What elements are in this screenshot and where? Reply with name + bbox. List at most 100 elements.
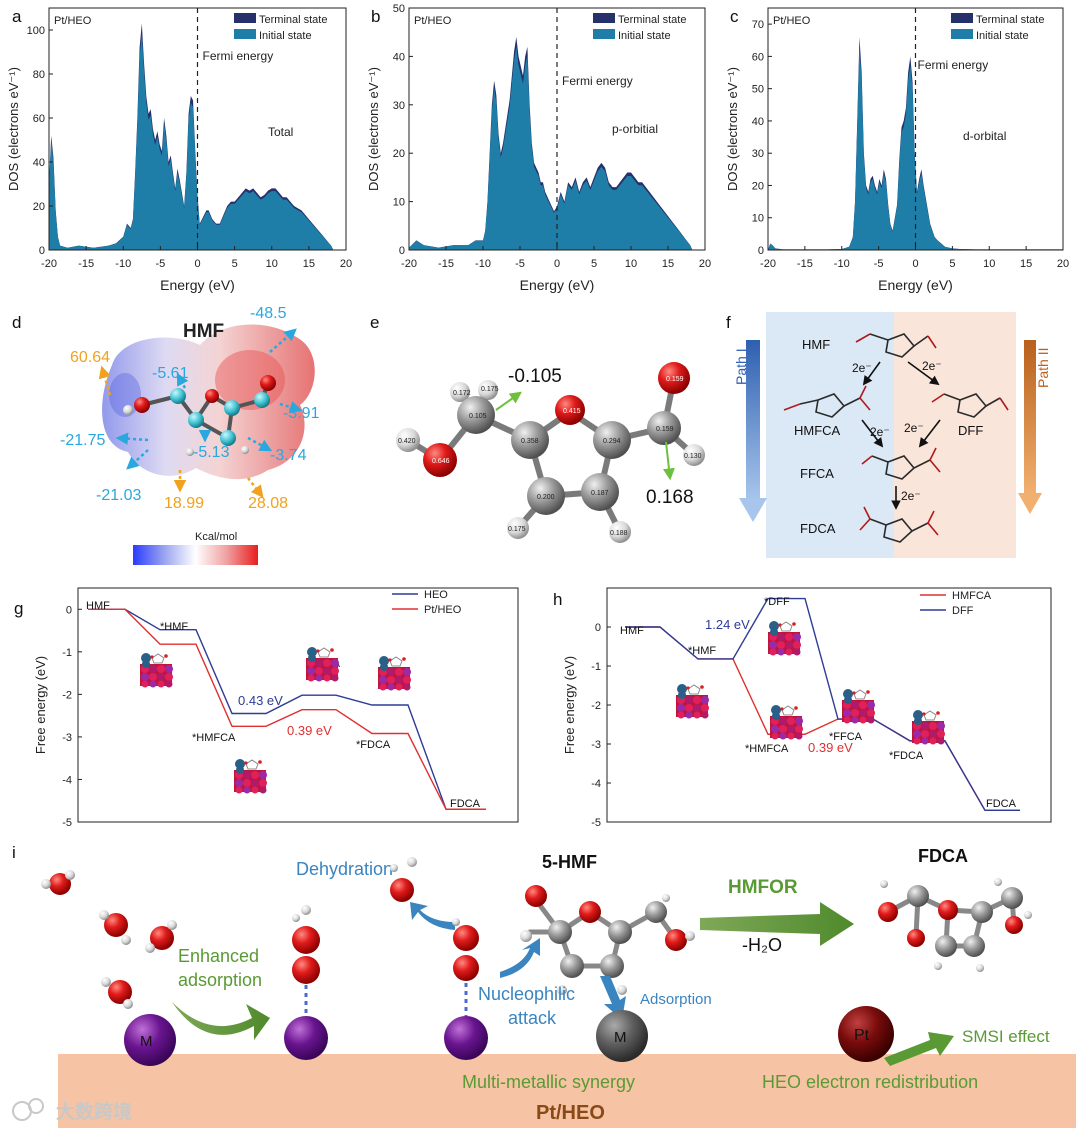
- panel-label-e: e: [370, 313, 379, 332]
- dos-initial-area: [409, 46, 693, 250]
- y-tick-label: 60: [752, 51, 764, 63]
- y-tick-label: 20: [33, 201, 45, 213]
- y-tick-label: 10: [393, 197, 405, 209]
- esp-value: 60.64: [70, 349, 110, 366]
- state-label: *FDCA: [356, 739, 391, 751]
- adsorption-label: adsorption: [178, 970, 262, 990]
- legend-terminal-swatch: [234, 13, 256, 23]
- attack-label: attack: [508, 1008, 557, 1028]
- charge-label: 0.130: [684, 453, 702, 460]
- y-axis-label: Free energy (eV): [33, 656, 48, 754]
- y-tick-label: -1: [591, 661, 601, 673]
- charge-callout: 0.168: [646, 487, 694, 508]
- x-tick-label: 0: [194, 258, 200, 270]
- panel-label-h: h: [553, 590, 562, 609]
- state-label: *DFF: [764, 596, 790, 608]
- energy-profile-line: [625, 597, 1020, 811]
- esp-molecule: [123, 375, 276, 456]
- catalyst-slab-icon: [139, 652, 174, 688]
- x-axis-label: Energy (eV): [878, 277, 953, 293]
- dos-panel-total: -20 -15 -10 -5 0 5 10 15 20 0 20 40 60 80 100 Energy (e…: [6, 7, 352, 293]
- support-slab: [58, 1054, 1076, 1128]
- charge-label: 0.159: [666, 376, 684, 383]
- x-tick-label: 0: [554, 258, 560, 270]
- y-tick-label: 40: [393, 51, 405, 63]
- y-tick-label: 0: [66, 604, 72, 616]
- y-tick-label: 30: [752, 148, 764, 160]
- y-tick-label: 0: [758, 245, 764, 257]
- x-tick-label: -20: [401, 258, 417, 270]
- support-label: Pt/HEO: [536, 1102, 605, 1124]
- y-tick-label: 0: [39, 245, 45, 257]
- panel-label-g: g: [14, 599, 23, 618]
- y-tick-label: -4: [62, 774, 72, 786]
- esp-unit: Kcal/mol: [195, 531, 237, 543]
- sample-label: Pt/HEO: [54, 15, 92, 27]
- esp-value: 28.08: [248, 495, 288, 512]
- x-tick-label: -5: [874, 258, 884, 270]
- legend-terminal-label: Terminal state: [618, 14, 686, 26]
- panel-label-f: f: [726, 313, 731, 332]
- species-label: HMFCA: [794, 423, 841, 438]
- barrier-label: 0.39 eV: [287, 723, 332, 738]
- fermi-label: Fermi energy: [918, 58, 989, 72]
- charge-callout: -0.105: [508, 366, 562, 387]
- dos-panel-p-orbital: -20 -15 -10 -5 0 5 10 15 20 0 10 20 30 40 50 Energy (eV…: [366, 3, 711, 293]
- path-2-label: Path II: [1035, 348, 1051, 388]
- y-tick-label: -4: [591, 778, 601, 790]
- x-tick-label: -15: [78, 258, 94, 270]
- sample-label: Pt/HEO: [773, 15, 811, 27]
- x-tick-label: 15: [303, 258, 315, 270]
- charge-label: 0.175: [508, 526, 526, 533]
- charge-label: 0.187: [591, 490, 609, 497]
- y-tick-label: 10: [752, 213, 764, 225]
- state-label: HMF: [86, 600, 110, 612]
- x-tick-label: -15: [438, 258, 454, 270]
- orbital-annotation: d-orbital: [963, 129, 1006, 143]
- charge-label: 0.175: [481, 386, 499, 393]
- nucleophilic-label: Nucleophilic: [478, 984, 575, 1004]
- y-tick-label: -2: [62, 689, 72, 701]
- panel-label-d: d: [12, 313, 21, 332]
- legend-label: DFF: [952, 605, 974, 617]
- charge-label: 0.294: [603, 438, 621, 445]
- y-tick-label: 0: [595, 622, 601, 634]
- hmfor-label: HMFOR: [728, 877, 798, 898]
- x-tick-label: -10: [115, 258, 131, 270]
- metal-label: M: [140, 1033, 153, 1050]
- free-energy-chart-h: 0 -1 -2 -3 -4 -5 Free energy (eV) HMFCA DFF HMF *H…: [562, 587, 1052, 829]
- fermi-label: Fermi energy: [562, 74, 633, 88]
- dos-panel-d-orbital: -20 -15 -10 -5 0 5 10 15 20 0 10 20 30 40 50 60 70 Energy…: [725, 7, 1069, 293]
- y-tick-label: 40: [33, 157, 45, 169]
- legend-label: HEO: [424, 589, 448, 601]
- y-tick-label: 60: [33, 113, 45, 125]
- watermark: 大数跨境: [12, 1098, 132, 1123]
- catalyst-slab-icon: [675, 683, 710, 719]
- fermi-label: Fermi energy: [203, 49, 274, 63]
- energy-frame: [606, 587, 1052, 823]
- catalyst-slab-icon: [767, 620, 802, 656]
- sample-label: Pt/HEO: [414, 15, 452, 27]
- charge-label: 0.159: [656, 426, 674, 433]
- catalyst-slab-icon: [233, 758, 268, 794]
- y-tick-label: 50: [393, 3, 405, 15]
- legend-initial-label: Initial state: [976, 30, 1029, 42]
- energy-profile-line: [88, 608, 486, 810]
- esp-title: HMF: [183, 321, 224, 342]
- y-tick-label: -1: [62, 647, 72, 659]
- y-tick-label: 20: [393, 148, 405, 160]
- hmf-label: 5-HMF: [542, 852, 597, 872]
- orbital-annotation: p-orbitial: [612, 122, 658, 136]
- x-tick-label: 20: [699, 258, 711, 270]
- dehydration-label: Dehydration: [296, 859, 393, 879]
- x-tick-label: 15: [1020, 258, 1032, 270]
- panel-label-b: b: [371, 7, 380, 26]
- charge-label: 0.358: [521, 438, 539, 445]
- barrier-label: 0.39 eV: [808, 740, 853, 755]
- x-tick-label: -10: [834, 258, 850, 270]
- barrier-label: 1.24 eV: [705, 617, 750, 632]
- esp-value: -3.91: [283, 405, 320, 422]
- charge-label: 0.105: [469, 413, 487, 420]
- legend-initial-swatch: [951, 29, 973, 39]
